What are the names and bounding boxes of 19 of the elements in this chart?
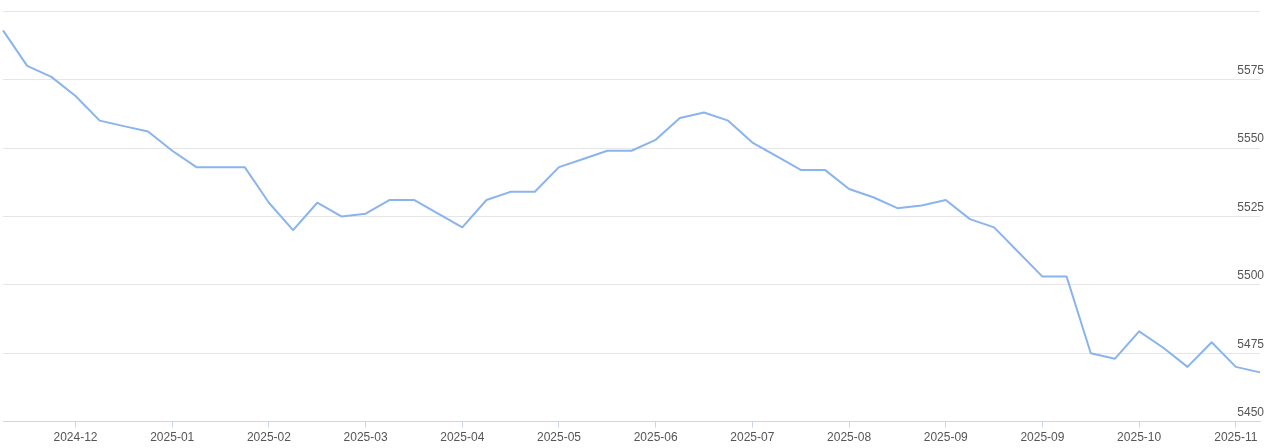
x-tick-label: 2025-10	[1117, 430, 1162, 445]
x-tick-label: 2025-02	[246, 430, 292, 445]
y-tick-label: 5500	[1237, 268, 1265, 283]
x-tick-label: 2025-04	[440, 430, 485, 445]
y-tick-label: 5475	[1237, 336, 1265, 351]
x-tick-label: 2025-05	[536, 430, 582, 445]
x-tick-label: 2025-08	[827, 430, 872, 445]
x-tick-label: 2025-09	[923, 430, 969, 445]
x-tick-label: 2025-06	[633, 430, 679, 445]
x-tick-label: 2025-09	[1020, 430, 1065, 445]
x-tick-label: 2025-07	[730, 430, 775, 445]
x-tick-label: 2025-11	[1214, 430, 1258, 445]
x-tick-label: 2025-03	[343, 430, 388, 445]
x-tick-label: 2025-01	[150, 430, 195, 445]
y-tick-label: 5525	[1237, 199, 1265, 214]
y-tick-label: 5550	[1237, 131, 1265, 146]
x-tick-label: 2024-12	[53, 430, 98, 445]
y-tick-label: 5450	[1237, 404, 1265, 419]
y-tick-label: 5575	[1237, 62, 1265, 77]
